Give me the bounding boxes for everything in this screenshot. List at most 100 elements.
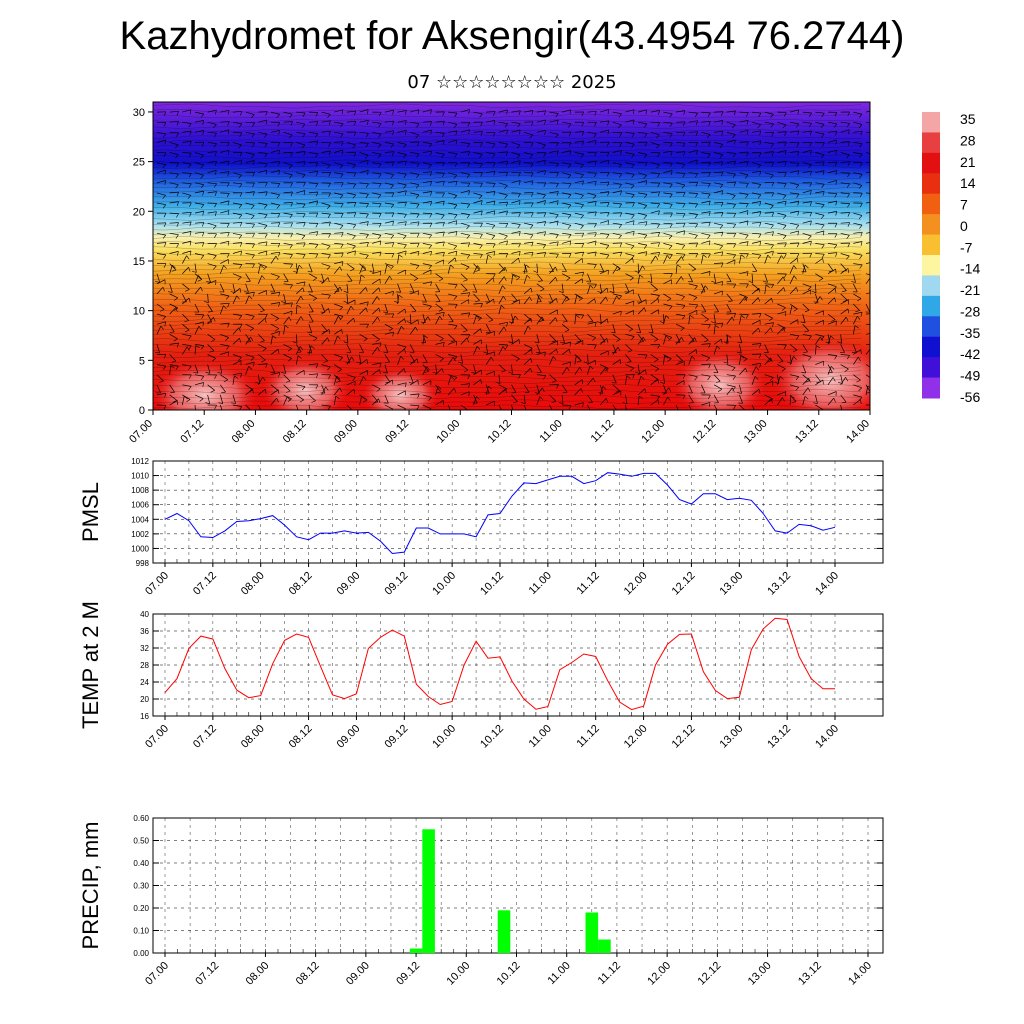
wind-barb-flag [682,305,686,310]
wind-barb-flag [248,412,252,413]
wind-barb-flag [367,109,369,114]
wind-barb-flag [493,251,496,256]
wind-barb [638,202,647,206]
wind-barb-flag [819,296,823,301]
wind-barb-flag [341,232,344,237]
wind-barb [865,161,870,163]
wind-barb-flag [504,276,507,281]
wind-barb-flag [453,204,458,209]
wind-barb-flag [539,320,544,323]
wind-barb [663,202,673,205]
wind-barb-flag [807,286,812,291]
wind-barb [485,313,494,321]
wind-barb-flag [506,109,508,115]
wind-barb [663,279,672,285]
wind-barb-flag [567,204,572,209]
wind-barb-flag [707,193,711,198]
wind-barb [283,172,293,176]
wind-barb-flag [458,361,463,364]
wind-barb-flag [264,133,268,138]
wind-barb-flag [568,132,572,137]
wind-barb-flag [858,185,863,189]
wind-barb [574,293,583,299]
wind-barb [650,202,660,205]
wind-barb [359,354,361,364]
wind-barb [561,263,567,272]
wind-barb-flag [695,349,698,354]
colorbar-label: -56 [960,389,980,405]
wind-barb-flag [491,235,496,240]
wind-barb-flag [442,192,445,198]
wind-barb-flag [167,291,173,293]
wind-barb [182,313,189,321]
wind-barb-flag [618,164,622,169]
wind-barb-flag [594,232,597,237]
wind-barb [663,335,667,345]
isoline [153,323,862,328]
wind-barb-flag [475,300,480,303]
wind-barb-flag [265,191,268,196]
wind-barb [397,390,406,396]
wind-barb [460,404,469,410]
wind-barb [714,161,724,163]
wind-barb [258,212,268,216]
wind-barb-flag [582,272,584,277]
wind-barb [612,172,622,175]
colorbar-label: 21 [960,154,976,170]
wind-barb-flag [365,143,369,148]
wind-barb-flag [759,343,762,348]
wind-barb [156,286,164,295]
wind-barb-flag [238,144,242,149]
wind-barb-flag [544,130,546,135]
wind-barb [333,316,339,325]
wind-barb-flag [740,254,745,258]
wind-barb [384,404,394,410]
wind-barb [713,273,717,283]
wind-barb-flag [471,372,476,374]
wind-barb [435,341,445,345]
wind-barb [865,313,870,315]
wind-barb-flag [164,242,167,247]
wind-barb [574,388,582,396]
wind-barb [435,354,444,359]
wind-barb [296,202,306,205]
wind-barb [397,221,407,224]
wind-barb-flag [733,213,736,218]
wind-barb-flag [238,235,243,239]
wind-barb-flag [607,160,610,165]
wind-barb-flag [238,123,243,128]
wind-barb-flag [531,349,533,354]
wind-barb-flag [809,142,812,147]
wind-barb-flag [644,388,647,394]
wind-barb-flag [732,386,736,391]
wind-barb [675,334,681,343]
wind-barb-flag [874,161,875,165]
wind-barb [295,263,298,273]
wind-barb-flag [847,111,850,117]
wind-barb [409,374,414,384]
wind-barb-flag [278,389,280,395]
isoline [153,175,862,180]
wind-barb-flag [201,142,205,147]
wind-barb-flag [744,297,748,301]
wind-barb [561,394,564,404]
wind-barb-flag [366,120,369,125]
wind-barb [308,200,318,204]
isoline [153,399,862,405]
wind-barb-flag [683,192,686,197]
wind-barb-flag [531,180,534,186]
wind-barb [473,396,477,406]
wind-barb [688,149,698,153]
wind-barb-flag [741,315,745,319]
wind-barb [751,182,761,185]
wind-barb-flag [429,222,433,228]
wind-barb-flag [588,402,593,404]
wind-barb-flag [476,315,480,320]
wind-barb-flag [303,222,306,227]
wind-barb [371,346,378,355]
wind-barb [460,364,469,371]
wind-barb-flag [453,124,458,128]
wind-barb [511,299,520,305]
wind-barb-flag [820,215,825,219]
